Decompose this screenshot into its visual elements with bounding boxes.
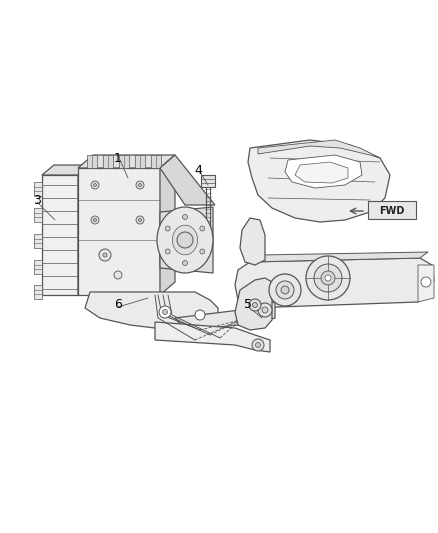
Circle shape xyxy=(255,343,261,348)
Text: 1: 1 xyxy=(114,151,122,165)
Text: 5: 5 xyxy=(244,298,252,311)
Circle shape xyxy=(138,183,141,187)
Polygon shape xyxy=(34,208,42,222)
Polygon shape xyxy=(235,258,434,308)
Polygon shape xyxy=(78,168,160,295)
Text: 6: 6 xyxy=(114,298,122,311)
Polygon shape xyxy=(119,155,129,168)
Polygon shape xyxy=(160,155,175,295)
Polygon shape xyxy=(87,155,97,168)
Polygon shape xyxy=(175,302,275,330)
Circle shape xyxy=(200,249,205,254)
Polygon shape xyxy=(250,252,428,262)
Text: 4: 4 xyxy=(194,164,202,176)
Polygon shape xyxy=(235,278,272,330)
Circle shape xyxy=(93,183,96,187)
Circle shape xyxy=(276,281,294,299)
Circle shape xyxy=(99,249,111,261)
Circle shape xyxy=(93,219,96,222)
Circle shape xyxy=(136,181,144,189)
Polygon shape xyxy=(285,155,362,188)
Circle shape xyxy=(159,306,171,318)
Polygon shape xyxy=(135,155,145,168)
Polygon shape xyxy=(78,165,90,295)
Circle shape xyxy=(258,303,272,317)
Circle shape xyxy=(162,310,167,314)
Bar xyxy=(368,201,416,219)
Polygon shape xyxy=(85,292,218,328)
Polygon shape xyxy=(42,165,90,175)
Polygon shape xyxy=(248,140,390,222)
Text: 3: 3 xyxy=(33,193,41,206)
Circle shape xyxy=(183,261,187,265)
Circle shape xyxy=(321,271,335,285)
Polygon shape xyxy=(295,162,348,183)
Circle shape xyxy=(91,181,99,189)
Circle shape xyxy=(165,249,170,254)
Polygon shape xyxy=(418,265,434,302)
Circle shape xyxy=(177,232,193,248)
Polygon shape xyxy=(103,155,113,168)
Circle shape xyxy=(103,253,107,257)
Polygon shape xyxy=(160,155,215,205)
Polygon shape xyxy=(151,155,161,168)
Circle shape xyxy=(91,216,99,224)
Ellipse shape xyxy=(173,225,198,255)
Polygon shape xyxy=(34,260,42,274)
Circle shape xyxy=(269,274,301,306)
Circle shape xyxy=(114,271,122,279)
Polygon shape xyxy=(160,207,213,273)
Circle shape xyxy=(183,214,187,220)
Circle shape xyxy=(136,216,144,224)
Polygon shape xyxy=(34,234,42,248)
Polygon shape xyxy=(34,285,42,299)
Circle shape xyxy=(306,256,350,300)
Circle shape xyxy=(138,219,141,222)
Text: FWD: FWD xyxy=(379,206,405,216)
Circle shape xyxy=(281,286,289,294)
Ellipse shape xyxy=(157,207,213,273)
Circle shape xyxy=(262,307,268,313)
Polygon shape xyxy=(201,175,215,187)
Polygon shape xyxy=(42,175,78,295)
Polygon shape xyxy=(34,182,42,196)
Polygon shape xyxy=(258,140,380,158)
Polygon shape xyxy=(78,155,175,168)
Circle shape xyxy=(421,277,431,287)
Circle shape xyxy=(200,226,205,231)
Polygon shape xyxy=(155,322,270,352)
Circle shape xyxy=(325,275,331,281)
Circle shape xyxy=(249,299,261,311)
Circle shape xyxy=(314,264,342,292)
Circle shape xyxy=(165,226,170,231)
Polygon shape xyxy=(240,218,265,265)
Circle shape xyxy=(252,303,258,308)
Circle shape xyxy=(252,339,264,351)
Circle shape xyxy=(195,310,205,320)
